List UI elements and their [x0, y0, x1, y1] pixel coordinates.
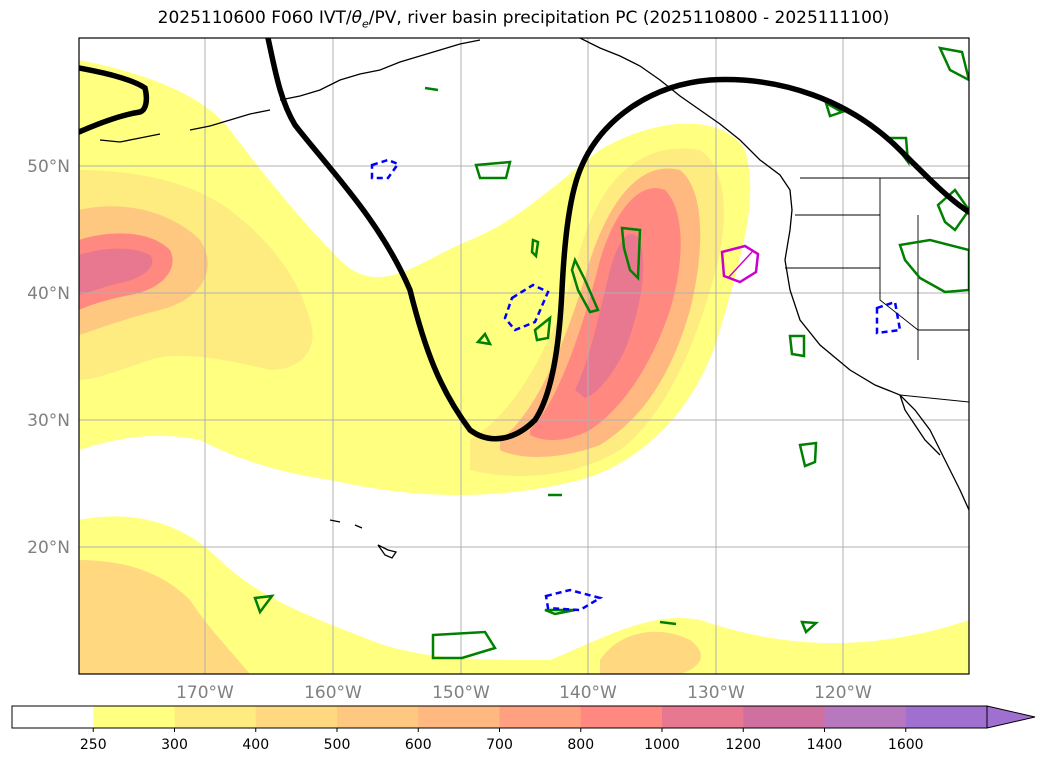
- colorbar-tick-label: 800: [567, 737, 594, 753]
- coastline-alaska: [579, 38, 969, 511]
- colorbar-tick-label: 700: [486, 737, 513, 753]
- colorbar-segment: [337, 706, 419, 728]
- lat-label-50n: 50°N: [27, 157, 70, 177]
- colorbar: 250 300 400 500 600 700 800 1000 1200 1400 1600: [11, 705, 1036, 753]
- lat-label-20n: 20°N: [27, 538, 70, 558]
- lon-label-130w: 130°W: [687, 683, 745, 703]
- precip-neg-contour-4: [544, 588, 604, 612]
- lat-label-40n: 40°N: [27, 284, 70, 304]
- colorbar-tick-label: 400: [242, 737, 269, 753]
- precip-contour-1: [474, 160, 512, 180]
- map-frame: [78, 37, 970, 675]
- colorbar-segment: [255, 706, 338, 728]
- precip-contour-4: [620, 226, 642, 281]
- pv-contour-west: [79, 65, 150, 135]
- lat-label-30n: 30°N: [27, 411, 70, 431]
- precip-contour-2: [530, 238, 540, 259]
- coastline-hawaii: [329, 519, 398, 559]
- graticule: [79, 38, 969, 674]
- precip-contour-20: [424, 86, 439, 92]
- precip-neg-contour-1: [370, 158, 400, 180]
- precip-contour-10: [788, 334, 806, 358]
- state-borders: [785, 177, 969, 403]
- colorbar-tick-label: 1600: [888, 737, 924, 753]
- lon-label-150w: 150°W: [432, 683, 490, 703]
- colorbar-tick-label: 600: [405, 737, 432, 753]
- axis-labels: 170°W 160°W 150°W 140°W 130°W 120°W 50°N…: [27, 157, 872, 703]
- ivt-shade-300-southeast: [600, 631, 701, 674]
- precip-contour-5: [533, 315, 552, 342]
- precip-contour-19: [659, 620, 677, 626]
- ivt-shade-250-south: [79, 516, 969, 674]
- precip-contour-16: [800, 620, 820, 635]
- ivt-shade-300-south: [79, 560, 250, 674]
- colorbar-segment: [418, 706, 500, 728]
- colorbar-segment: [12, 706, 94, 728]
- coastline-aleutians: [99, 39, 481, 143]
- colorbar-segment: [93, 706, 175, 728]
- lon-label-140w: 140°W: [559, 683, 617, 703]
- precip-contour-6: [475, 331, 493, 346]
- pv-contour-trough: [265, 38, 969, 442]
- lon-label-160w: 160°W: [304, 683, 362, 703]
- colorbar-tick-label: 500: [324, 737, 351, 753]
- colorbar-segment: [174, 706, 257, 728]
- colorbar-segment: [824, 706, 907, 728]
- precip-contour-7: [431, 630, 497, 660]
- colorbar-segment: [499, 706, 582, 728]
- colorbar-tick-label: 1400: [807, 737, 843, 753]
- precip-contour-17: [544, 608, 576, 616]
- precip-contour-3: [570, 256, 600, 314]
- border-idaho: [917, 215, 969, 331]
- precip-contours-negative: [370, 158, 902, 612]
- precip-contour-9: [798, 441, 818, 468]
- colorbar-tick-label: 1000: [644, 737, 680, 753]
- coastlines: [99, 38, 969, 559]
- precip-alt-hatch: [727, 251, 753, 279]
- colorbar-tick-label: 300: [161, 737, 188, 753]
- border-mexico: [899, 394, 969, 403]
- colorbar-segment: [743, 706, 825, 728]
- precip-neg-contour-2: [503, 283, 550, 332]
- colorbar-segment: [580, 706, 663, 728]
- precip-contour-15: [898, 238, 969, 294]
- ivt-shade-1000-west: [79, 248, 153, 295]
- precip-contour-12: [823, 100, 846, 118]
- precip-neg-contour-3: [875, 300, 902, 335]
- colorbar-segment: [905, 706, 988, 728]
- precip-contours-positive: [253, 46, 969, 660]
- colorbar-tick-label: 250: [80, 737, 107, 753]
- pv-contours: [79, 38, 969, 442]
- figure-title: 2025110600 F060 IVT/θe/PV, river basin p…: [157, 8, 890, 31]
- precip-contour-8: [253, 594, 275, 615]
- lon-label-120w: 120°W: [814, 683, 872, 703]
- colorbar-tick-label: 1200: [725, 737, 761, 753]
- precip-contour-11: [937, 46, 969, 82]
- colorbar-extend-arrow: [986, 705, 1036, 729]
- precip-contour-14: [936, 188, 969, 232]
- coastline-baja: [899, 394, 941, 456]
- colorbar-segment: [662, 706, 744, 728]
- ivt-shade-1000-east: [575, 234, 644, 398]
- border-nevada: [879, 178, 919, 360]
- lon-label-170w: 170°W: [176, 683, 234, 703]
- precip-alt-contour: [720, 244, 760, 284]
